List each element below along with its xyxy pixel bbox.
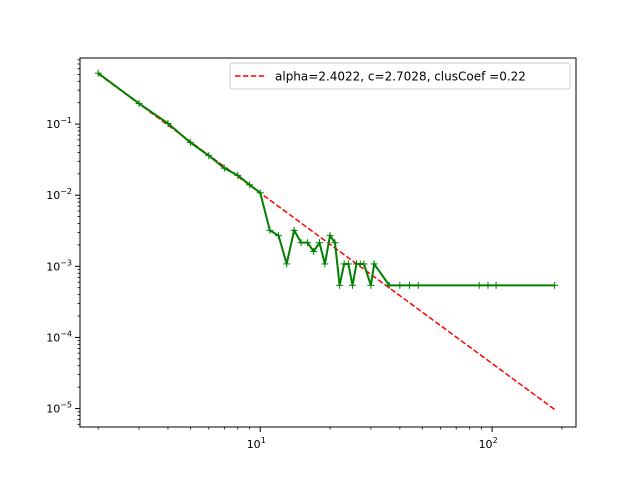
y-tick-label: 10−1	[46, 116, 72, 131]
data-point	[290, 226, 298, 234]
data-point	[321, 260, 329, 268]
data-point	[475, 281, 483, 289]
legend-label-fit-line: alpha=2.4022, c=2.7028, clusCoef =0.22	[275, 70, 526, 84]
data-point	[234, 171, 242, 179]
data-point	[331, 239, 339, 247]
data-point	[205, 152, 213, 160]
data-point	[367, 281, 375, 289]
data-point	[414, 281, 422, 289]
plot-area	[79, 57, 577, 428]
data-point	[396, 281, 404, 289]
markers-layer	[94, 69, 559, 289]
data-point	[349, 281, 357, 289]
data-point	[297, 239, 305, 247]
data-point	[315, 239, 323, 247]
x-tick-label: 102	[479, 436, 498, 451]
data-point	[385, 281, 393, 289]
data-point	[186, 139, 194, 147]
data-point	[135, 99, 143, 107]
data-point	[283, 260, 291, 268]
data-point	[370, 260, 378, 268]
data-point	[266, 226, 274, 234]
data-point	[344, 260, 352, 268]
ticks-layer: 101 102 10−1 10−2 10−3 10−4 10−5	[46, 59, 563, 451]
y-tick-label: 10−2	[46, 187, 72, 202]
x-tick-label: 101	[247, 436, 266, 451]
degree-distribution-line	[97, 72, 555, 287]
legend: alpha=2.4022, c=2.7028, clusCoef =0.22	[229, 62, 571, 90]
y-tick-label: 10−3	[46, 258, 72, 273]
data-point	[256, 189, 264, 197]
y-tick-label: 10−5	[46, 401, 72, 416]
data-point	[360, 260, 368, 268]
fit-line	[97, 73, 556, 411]
data-point	[246, 181, 254, 189]
data-point	[336, 281, 344, 289]
y-tick-label: 10−4	[46, 329, 72, 344]
data-point	[551, 281, 559, 289]
data-point	[326, 232, 334, 240]
data-point	[405, 281, 413, 289]
data-point	[94, 69, 102, 77]
data-point	[220, 164, 228, 172]
data-point	[164, 119, 172, 127]
data-point	[304, 239, 312, 247]
data-point	[310, 247, 318, 255]
data-point	[492, 281, 500, 289]
axes-frame	[79, 57, 577, 428]
data-point	[275, 232, 283, 240]
legend-box	[229, 62, 571, 90]
data-point	[484, 281, 492, 289]
